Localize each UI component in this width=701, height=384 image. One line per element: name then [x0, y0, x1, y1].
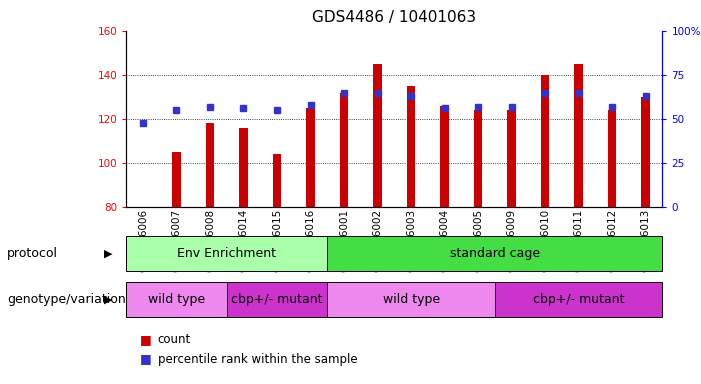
Bar: [574, 64, 583, 207]
Bar: [495, 282, 662, 317]
Bar: [541, 75, 550, 207]
Text: ▶: ▶: [104, 295, 113, 305]
Bar: [340, 93, 348, 207]
Bar: [440, 106, 449, 207]
Text: ■: ■: [140, 353, 152, 366]
Text: ■: ■: [140, 333, 152, 346]
Bar: [172, 152, 181, 207]
Bar: [306, 108, 315, 207]
Text: wild type: wild type: [148, 293, 205, 306]
Bar: [206, 123, 215, 207]
Text: cbp+/- mutant: cbp+/- mutant: [231, 293, 322, 306]
Bar: [273, 154, 281, 207]
Bar: [226, 282, 327, 317]
Text: Env Enrichment: Env Enrichment: [177, 247, 276, 260]
Bar: [608, 110, 616, 207]
Bar: [508, 110, 516, 207]
Bar: [474, 110, 482, 207]
Bar: [374, 64, 382, 207]
Text: GDS4486 / 10401063: GDS4486 / 10401063: [312, 10, 477, 25]
Bar: [327, 282, 495, 317]
Text: count: count: [158, 333, 191, 346]
Bar: [239, 128, 247, 207]
Bar: [407, 86, 415, 207]
Text: standard cage: standard cage: [450, 247, 540, 260]
Bar: [126, 236, 327, 271]
Text: ▶: ▶: [104, 248, 113, 258]
Text: protocol: protocol: [7, 247, 58, 260]
Text: percentile rank within the sample: percentile rank within the sample: [158, 353, 358, 366]
Text: cbp+/- mutant: cbp+/- mutant: [533, 293, 625, 306]
Bar: [641, 97, 650, 207]
Text: wild type: wild type: [383, 293, 440, 306]
Text: genotype/variation: genotype/variation: [7, 293, 125, 306]
Bar: [327, 236, 662, 271]
Bar: [126, 282, 226, 317]
